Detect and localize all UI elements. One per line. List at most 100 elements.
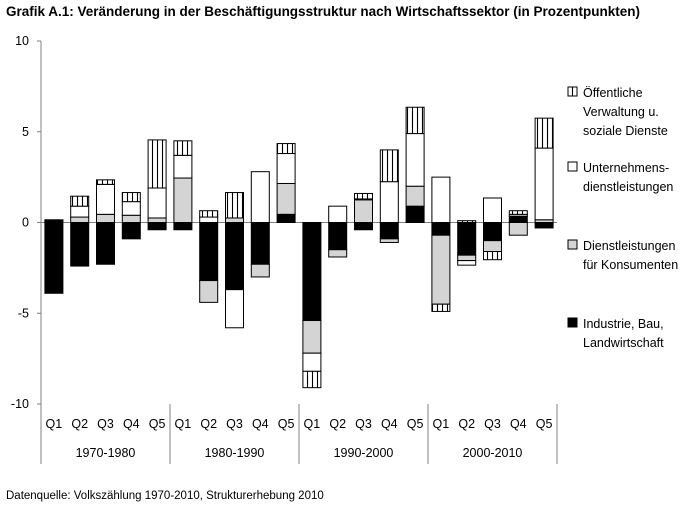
bar-segment [70,195,90,207]
period-label: 1990-2000 [334,446,394,460]
bar-segment [405,133,425,187]
bar-segment [147,217,167,223]
bar-segment [225,289,244,329]
quarter-label: Q1 [433,417,450,431]
bar-segment [457,254,477,262]
bar-segment [431,303,451,312]
y-tick-label: -10 [11,397,29,411]
x-axis-labels: Q1 Q2 Q3 Q4 Q5 1970-1980 Q1 Q2 Q3 Q4 Q5 1980-1990 Q1… [46,417,553,460]
bar-segment [457,222,477,256]
legend: Öffentliche Verwaltung u. soziale Dienste U… [567,86,678,350]
quarter-label: Q4 [123,417,140,431]
quarter-label: Q3 [226,417,243,431]
legend-label-line: Landwirtschaft [583,336,664,350]
bar-segment [328,222,348,251]
bar-segment [405,205,425,223]
bar-segment [96,213,115,224]
bar-segment [70,222,90,267]
bar-segment [276,143,296,155]
quarter-label: Q4 [381,417,398,431]
bar-segment [302,320,322,354]
bar-segment [302,370,322,389]
bar-segment [121,201,141,216]
bar-segment [302,352,322,372]
bar-segment [534,222,554,229]
legend-swatch [567,86,578,97]
bar-segment [147,139,167,189]
legend-label: Industrie, Bau, Landwirtschaft [583,317,664,350]
bar-layer [44,106,554,389]
bar-segment [173,140,193,156]
bar-segment [483,222,502,242]
legend-label: Öffentliche Verwaltung u. soziale Dienste [583,86,668,138]
bar-segment [121,214,141,224]
quarter-label: Q4 [510,417,527,431]
bar-segment [225,222,244,291]
period-label: 2000-2010 [463,446,523,460]
bar-segment [173,222,193,231]
period-label: 1970-1980 [76,446,136,460]
bar-segment [457,260,477,266]
quarter-label: Q2 [71,417,88,431]
bar-segment [276,153,296,184]
bar-segment [250,171,270,223]
legend-label-line: soziale Dienste [583,124,668,138]
quarter-label: Q3 [97,417,114,431]
source-note: Datenquelle: Volkszählung 1970-2010, Str… [6,490,324,502]
quarter-label: Q3 [355,417,372,431]
bar-segment [354,192,373,200]
legend-swatch [567,239,578,250]
bar-segment [44,219,64,222]
bar-segment [276,213,296,224]
legend-label-line: für Konsumenten [583,258,678,272]
legend-label-line: Industrie, Bau, [583,317,664,331]
quarter-label: Q2 [329,417,346,431]
legend-label: Unternehmens-dienstleistungen [583,161,673,194]
quarter-label: Q3 [484,417,501,431]
bar-segment [173,154,193,179]
legend-swatch [567,161,578,172]
bar-segment [354,199,373,223]
quarter-label: Q1 [46,417,63,431]
legend-label-line: Öffentliche [583,86,643,100]
legend-label: Dienstleistungen für Konsumenten [583,239,678,272]
bar-segment [276,182,296,215]
bar-segment [354,222,373,231]
y-tick-label: 0 [22,216,29,230]
bar-segment [199,280,219,303]
bar-segment [508,215,528,224]
bar-segment [44,222,64,294]
bar-segment [250,222,270,265]
bar-segment [379,238,399,243]
bar-segment [250,263,270,278]
bar-segment [457,220,477,223]
quarter-label: Q1 [304,417,321,431]
bar-segment [121,222,141,240]
quarter-label: Q5 [407,417,424,431]
bar-segment [508,210,528,215]
legend-label-line: Verwaltung u. [583,105,659,119]
bar-segment [147,187,167,219]
quarter-label: Q4 [252,417,269,431]
chart-title: Grafik A.1: Veränderung in der Beschäfti… [6,4,640,19]
bar-segment [225,217,244,223]
legend-swatch [567,317,578,328]
bar-segment [483,240,502,253]
period-label: 1980-1990 [205,446,265,460]
bar-segment [508,222,528,236]
legend-label-line: Dienstleistungen [583,239,675,253]
bar-segment [379,222,399,240]
bar-segment [483,197,502,223]
bar-segment [96,179,115,185]
bar-segment [483,251,502,261]
bar-segment [379,181,399,224]
y-tick-label: 10 [15,34,29,48]
bar-segment [379,149,399,183]
quarter-label: Q5 [278,417,295,431]
bar-segment [534,147,554,221]
bar-segment [431,176,451,223]
bar-segment [199,210,219,218]
bar-segment [147,222,167,231]
bar-segment [225,192,244,219]
